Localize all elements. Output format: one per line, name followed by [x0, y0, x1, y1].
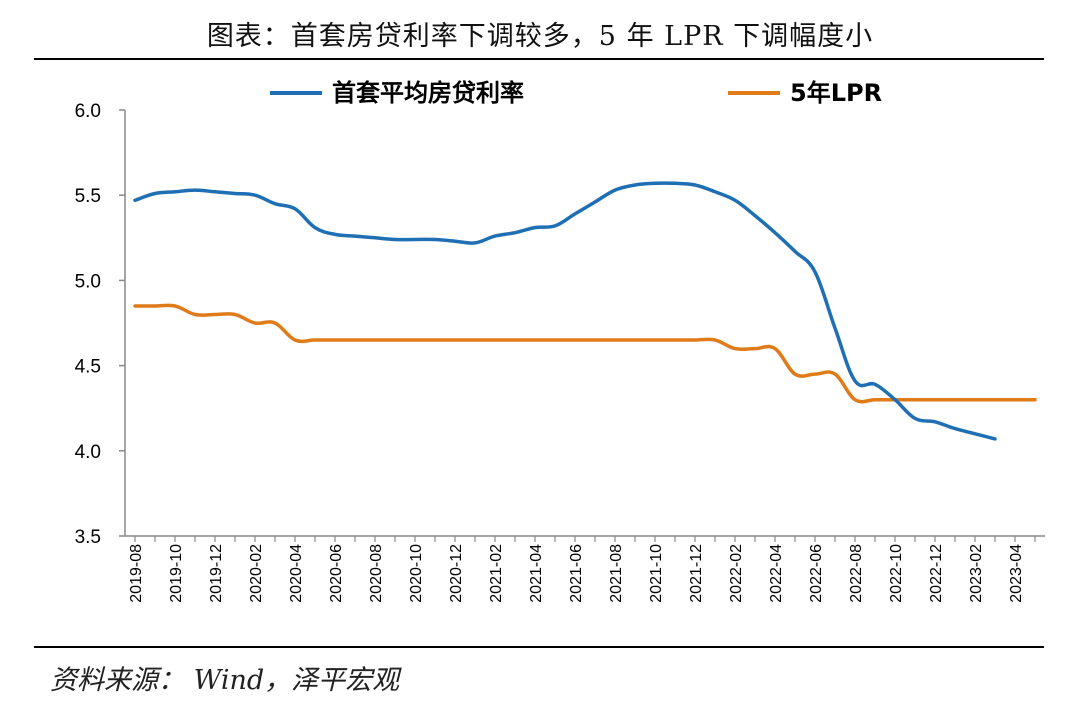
x-tick-label: 2020-08	[368, 544, 385, 603]
x-tick-label: 2022-10	[888, 544, 905, 603]
x-tick-label: 2022-12	[928, 544, 945, 603]
bottom-rule	[34, 646, 1044, 648]
y-tick-label: 4.0	[75, 442, 101, 463]
x-tick-label: 2020-02	[248, 544, 265, 603]
x-tick-label: 2022-02	[728, 544, 745, 603]
x-tick-label: 2022-08	[848, 544, 865, 603]
x-tick-label: 2021-08	[608, 544, 625, 603]
x-tick-label: 2019-10	[168, 544, 185, 603]
chart-title: 图表：首套房贷利率下调较多，5 年 LPR 下调幅度小	[206, 21, 874, 52]
x-tick-label: 2020-06	[328, 544, 345, 603]
x-tick-label: 2023-02	[968, 544, 985, 603]
x-tick-label: 2022-06	[808, 544, 825, 603]
legend-label: 首套平均房贷利率	[332, 79, 524, 107]
legend-label: 5年LPR	[790, 79, 882, 107]
x-tick-label: 2021-12	[688, 544, 705, 603]
y-tick-label: 5.5	[75, 186, 101, 207]
x-tick-label: 2020-04	[288, 544, 305, 603]
x-tick-label: 2021-02	[488, 544, 505, 603]
x-tick-label: 2019-12	[208, 544, 225, 603]
series-line-mortgage-rate	[133, 181, 997, 441]
top-rule	[34, 58, 1044, 60]
x-tick-label: 2023-04	[1008, 544, 1025, 603]
series-line-lpr	[133, 303, 1037, 404]
plot-area	[133, 181, 1037, 441]
y-tick-label: 5.0	[75, 271, 101, 292]
source-note: 资料来源： Wind，泽平宏观	[50, 665, 400, 696]
legend: 首套平均房贷利率 5年LPR	[270, 79, 882, 107]
x-tick-label: 2020-12	[448, 544, 465, 603]
axes: 6.0 5.5 5.0 4.5 4.0 3.5 2019-08 2019-10 2019-12 2…	[75, 101, 1045, 603]
y-tick-label: 4.5	[75, 357, 101, 378]
x-tick-label: 2021-04	[528, 544, 545, 603]
x-tick-label: 2020-10	[408, 544, 425, 603]
x-tick-label: 2019-08	[128, 544, 145, 603]
x-tick-label: 2021-06	[568, 544, 585, 603]
x-tick-label: 2022-04	[768, 544, 785, 603]
x-tick-label: 2021-10	[648, 544, 665, 603]
y-tick-label: 3.5	[75, 527, 101, 548]
y-tick-label: 6.0	[75, 101, 101, 122]
